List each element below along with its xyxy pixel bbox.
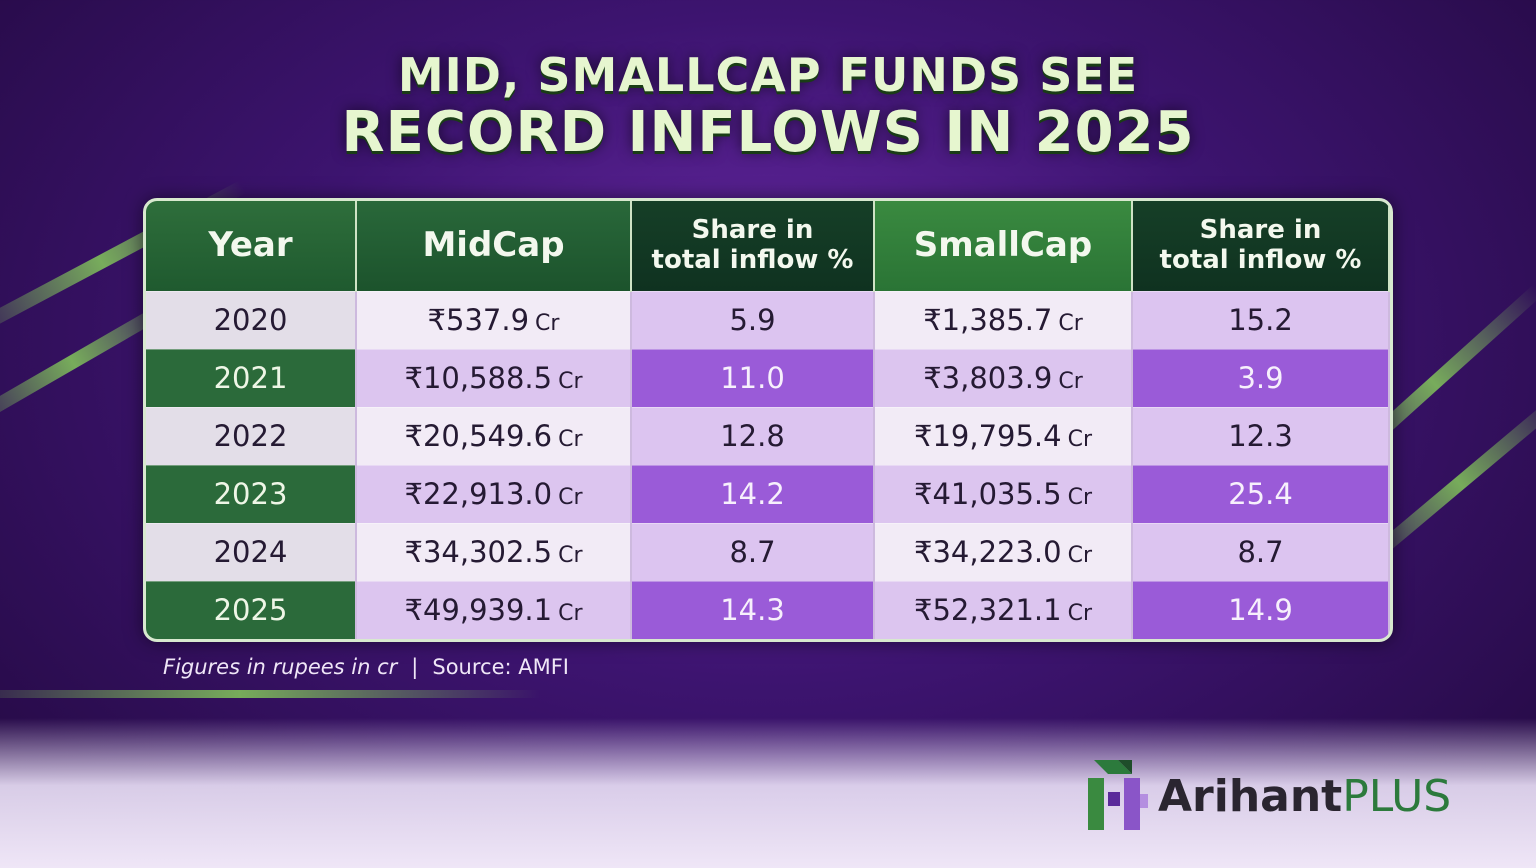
rupee-symbol: ₹ bbox=[914, 593, 933, 628]
rupee-symbol: ₹ bbox=[404, 593, 423, 628]
amount-value: 41,035.5 bbox=[932, 477, 1062, 511]
rupee-symbol: ₹ bbox=[404, 419, 423, 453]
small-share-cell: 15.2 bbox=[1132, 290, 1390, 349]
header-midcap: MidCap bbox=[356, 201, 632, 291]
amount-value: 20,549.6 bbox=[422, 419, 553, 453]
header-small-share: Share in total inflow % bbox=[1132, 201, 1390, 291]
amount-value: 1,385.7 bbox=[941, 303, 1053, 337]
rupee-symbol: ₹ bbox=[404, 361, 423, 395]
title-line-2: RECORD INFLOWS IN 2025 bbox=[341, 100, 1195, 165]
smallcap-cell: ₹34,223.0 Cr bbox=[874, 522, 1133, 581]
bottom-band bbox=[0, 718, 1536, 868]
mid-share-cell: 12.8 bbox=[631, 406, 875, 465]
footnote-separator: | bbox=[411, 655, 419, 679]
smallcap-cell: ₹3,803.9 Cr bbox=[874, 348, 1133, 407]
midcap-cell: ₹10,588.5 Cr bbox=[356, 348, 632, 407]
amount-value: 34,223.0 bbox=[932, 535, 1062, 569]
header-text: Share in bbox=[691, 214, 814, 245]
header-text: total inflow % bbox=[651, 244, 854, 275]
header-text: total inflow % bbox=[1159, 244, 1362, 275]
year-cell: 2023 bbox=[146, 464, 357, 523]
rupee-symbol: ₹ bbox=[914, 535, 933, 569]
small-share-cell: 12.3 bbox=[1132, 406, 1390, 465]
unit-label: Cr bbox=[558, 543, 583, 568]
amount-value: 19,795.4 bbox=[932, 419, 1062, 453]
table-row: 2022 ₹20,549.6 Cr 12.8 ₹19,795.4 Cr 12.3 bbox=[146, 406, 1390, 465]
inflow-table: Year MidCap Share in total inflow % Small… bbox=[143, 198, 1393, 642]
small-share-cell: 3.9 bbox=[1132, 348, 1390, 407]
unit-label: Cr bbox=[558, 601, 583, 627]
logo-brand: Arihant bbox=[1158, 770, 1343, 822]
amount-value: 49,939.1 bbox=[422, 593, 553, 628]
mid-share-cell: 5.9 bbox=[631, 290, 875, 349]
unit-label: Cr bbox=[558, 369, 583, 394]
year-cell: 2021 bbox=[146, 348, 357, 407]
table-row: 2024 ₹34,302.5 Cr 8.7 ₹34,223.0 Cr 8.7 bbox=[146, 522, 1390, 581]
amount-value: 34,302.5 bbox=[422, 535, 553, 569]
unit-label: Cr bbox=[1058, 369, 1083, 394]
rupee-symbol: ₹ bbox=[404, 477, 423, 511]
unit-label: Cr bbox=[1067, 601, 1092, 627]
footnote-note: Figures in rupees in cr bbox=[163, 655, 398, 679]
table-row: 2023 ₹22,913.0 Cr 14.2 ₹41,035.5 Cr 25.4 bbox=[146, 464, 1390, 523]
year-cell: 2025 bbox=[146, 580, 357, 639]
year-cell: 2020 bbox=[146, 290, 357, 349]
amount-value: 10,588.5 bbox=[422, 361, 553, 395]
smallcap-cell: ₹19,795.4 Cr bbox=[874, 406, 1133, 465]
mid-share-cell: 8.7 bbox=[631, 522, 875, 581]
midcap-cell: ₹22,913.0 Cr bbox=[356, 464, 632, 523]
unit-label: Cr bbox=[558, 485, 583, 510]
footnote-source: Source: AMFI bbox=[432, 655, 569, 679]
footnote: Figures in rupees in cr | Source: AMFI bbox=[163, 655, 569, 679]
rupee-symbol: ₹ bbox=[923, 303, 942, 337]
logo-mark-icon bbox=[1088, 760, 1148, 830]
unit-label: Cr bbox=[535, 311, 560, 336]
unit-label: Cr bbox=[1067, 427, 1092, 452]
unit-label: Cr bbox=[1067, 485, 1092, 510]
amount-value: 22,913.0 bbox=[422, 477, 553, 511]
rupee-symbol: ₹ bbox=[914, 477, 933, 511]
mid-share-cell: 14.3 bbox=[631, 580, 875, 639]
unit-label: Cr bbox=[1067, 543, 1092, 568]
year-cell: 2024 bbox=[146, 522, 357, 581]
mid-share-cell: 14.2 bbox=[631, 464, 875, 523]
year-cell: 2022 bbox=[146, 406, 357, 465]
header-text: Share in bbox=[1199, 214, 1322, 245]
smallcap-cell: ₹41,035.5 Cr bbox=[874, 464, 1133, 523]
header-year: Year bbox=[146, 201, 357, 291]
unit-label: Cr bbox=[1058, 311, 1083, 336]
amount-value: 52,321.1 bbox=[932, 593, 1062, 628]
smallcap-cell: ₹52,321.1 Cr bbox=[874, 580, 1133, 639]
header-smallcap: SmallCap bbox=[874, 201, 1133, 291]
smallcap-cell: ₹1,385.7 Cr bbox=[874, 290, 1133, 349]
small-share-cell: 8.7 bbox=[1132, 522, 1390, 581]
table-row: 2025 ₹49,939.1 Cr 14.3 ₹52,321.1 Cr 14.9 bbox=[146, 580, 1390, 639]
small-share-cell: 25.4 bbox=[1132, 464, 1390, 523]
logo-suffix: PLUS bbox=[1342, 770, 1452, 822]
decor-stripe bbox=[0, 690, 540, 698]
unit-label: Cr bbox=[558, 427, 583, 452]
amount-value: 3,803.9 bbox=[941, 361, 1053, 395]
amount-value: 537.9 bbox=[446, 303, 530, 337]
rupee-symbol: ₹ bbox=[427, 303, 446, 337]
midcap-cell: ₹537.9 Cr bbox=[356, 290, 632, 349]
table-row: 2021 ₹10,588.5 Cr 11.0 ₹3,803.9 Cr 3.9 bbox=[146, 348, 1390, 407]
rupee-symbol: ₹ bbox=[923, 361, 942, 395]
mid-share-cell: 11.0 bbox=[631, 348, 875, 407]
midcap-cell: ₹20,549.6 Cr bbox=[356, 406, 632, 465]
table-row: 2020 ₹537.9 Cr 5.9 ₹1,385.7 Cr 15.2 bbox=[146, 290, 1390, 349]
rupee-symbol: ₹ bbox=[404, 535, 423, 569]
title-line-1: MID, SMALLCAP FUNDS SEE bbox=[397, 48, 1139, 102]
midcap-cell: ₹34,302.5 Cr bbox=[356, 522, 632, 581]
rupee-symbol: ₹ bbox=[914, 419, 933, 453]
arihant-plus-logo: Arihant PLUS bbox=[1088, 760, 1451, 832]
header-mid-share: Share in total inflow % bbox=[631, 201, 875, 291]
midcap-cell: ₹49,939.1 Cr bbox=[356, 580, 632, 639]
small-share-cell: 14.9 bbox=[1132, 580, 1390, 639]
